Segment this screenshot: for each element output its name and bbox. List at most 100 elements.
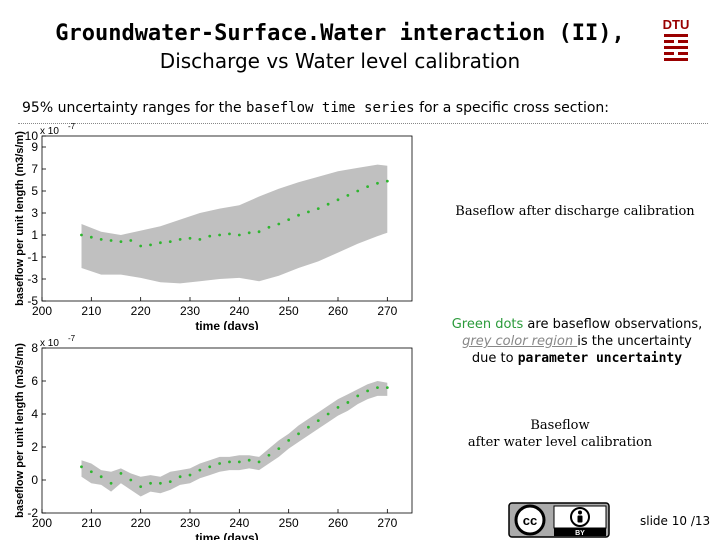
observation-dot bbox=[80, 233, 83, 237]
y-exponent-label: x 10 bbox=[40, 338, 59, 349]
observation-dot bbox=[218, 233, 222, 237]
observation-dot bbox=[307, 425, 310, 429]
legend-mid: are baseflow observations, bbox=[523, 317, 703, 332]
x-tick-label: 260 bbox=[328, 304, 348, 318]
x-tick-label: 230 bbox=[180, 516, 200, 530]
observation-dot bbox=[139, 485, 143, 488]
observation-dot bbox=[228, 232, 231, 236]
observation-dot bbox=[316, 419, 320, 422]
title-line-2: Discharge vs Water level calibration bbox=[159, 49, 521, 73]
observation-dot bbox=[80, 465, 83, 469]
slide-title: Groundwater-Surface.Water interaction (I… bbox=[30, 20, 650, 74]
observation-dot bbox=[119, 240, 123, 243]
observation-dot bbox=[326, 202, 330, 206]
observation-dot bbox=[356, 189, 360, 193]
observation-dot bbox=[237, 460, 241, 464]
legend-note: Green dots are baseflow observations, gr… bbox=[432, 316, 720, 367]
observation-dot bbox=[356, 394, 360, 398]
note-water-level-calibration: Baseflow after water level calibration bbox=[440, 417, 680, 451]
cc-icon-text: cc bbox=[523, 513, 537, 528]
observation-dot bbox=[247, 231, 251, 235]
observation-dot bbox=[336, 198, 340, 202]
y-exponent-power: -7 bbox=[68, 334, 76, 343]
x-tick-label: 200 bbox=[32, 304, 52, 318]
x-tick-label: 200 bbox=[32, 516, 52, 530]
observation-dot bbox=[385, 386, 389, 389]
cc-icon bbox=[514, 504, 546, 536]
title-line-1: Groundwater-Surface.Water interaction (I… bbox=[55, 21, 625, 46]
y-exponent-label: x 10 bbox=[40, 126, 59, 137]
y-tick-label: 2 bbox=[31, 440, 38, 454]
observation-dot bbox=[188, 236, 192, 240]
note-discharge-calibration: Baseflow after discharge calibration bbox=[455, 204, 695, 219]
x-axis-label: time (days) bbox=[195, 319, 258, 330]
legend-grey-region: grey color region bbox=[462, 334, 578, 349]
plot-frame bbox=[41, 135, 413, 302]
legend-end: is the uncertainty bbox=[577, 334, 692, 349]
observation-dot bbox=[257, 230, 261, 234]
y-tick-label: -2 bbox=[27, 506, 38, 520]
observation-dot bbox=[89, 235, 93, 239]
x-tick-label: 210 bbox=[81, 304, 101, 318]
observation-dot bbox=[287, 218, 291, 221]
x-tick-label: 270 bbox=[377, 516, 397, 530]
subtitle-bold: baseflow time series bbox=[246, 100, 415, 116]
uncertainty-band bbox=[81, 164, 388, 284]
x-tick-label: 220 bbox=[131, 516, 151, 530]
x-tick-label: 230 bbox=[180, 304, 200, 318]
dtu-logo-text: DTU bbox=[663, 17, 690, 32]
observation-dot bbox=[277, 447, 281, 451]
observation-dot bbox=[277, 222, 281, 226]
by-text: BY bbox=[575, 530, 585, 537]
x-tick-label: 240 bbox=[229, 516, 249, 530]
y-tick-label: -3 bbox=[27, 272, 38, 286]
y-axis-label: baseflow per unit length (m3/s/m) bbox=[14, 131, 26, 306]
dtu-logo: DTU bbox=[663, 17, 690, 61]
y-tick-label: 4 bbox=[31, 407, 38, 421]
x-tick-label: 270 bbox=[377, 304, 397, 318]
observation-dot bbox=[149, 243, 152, 247]
subtitle-post: for a specific cross section: bbox=[419, 100, 610, 116]
observation-dot bbox=[188, 473, 192, 477]
y-exponent-power: -7 bbox=[68, 122, 76, 131]
x-axis-label: time (days) bbox=[195, 531, 258, 540]
observation-dot bbox=[307, 210, 310, 214]
y-tick-label: 9 bbox=[31, 140, 38, 154]
observation-dot bbox=[297, 432, 300, 436]
observation-dot bbox=[257, 460, 261, 464]
y-tick-label: 0 bbox=[31, 473, 38, 487]
subtitle-pre: 95% uncertainty ranges for the bbox=[22, 100, 242, 116]
observation-dot bbox=[109, 239, 113, 242]
y-axis-label: baseflow per unit length (m3/s/m) bbox=[14, 343, 26, 518]
x-tick-label: 210 bbox=[81, 516, 101, 530]
observation-dot bbox=[129, 478, 133, 482]
y-tick-label: 6 bbox=[31, 374, 38, 388]
y-tick-label: 5 bbox=[31, 184, 38, 198]
legend-due-to: due to bbox=[471, 351, 518, 366]
y-tick-label: 7 bbox=[31, 162, 38, 176]
observation-dot bbox=[149, 481, 152, 485]
observation-dot bbox=[159, 481, 162, 485]
observation-dot bbox=[267, 453, 271, 457]
observation-dot bbox=[109, 481, 113, 485]
observation-dot bbox=[198, 468, 202, 472]
chart-water-level-calibration: 200 210 220 230 240 250 260 270 -2 0 2 4 6 8 x 10 -7 tim… bbox=[14, 334, 413, 540]
observation-dot bbox=[366, 389, 369, 393]
observation-dot bbox=[247, 458, 251, 462]
cc-by-license-badge[interactable]: cc BY bbox=[508, 502, 610, 538]
observation-dot bbox=[198, 238, 202, 241]
x-tick-label: 220 bbox=[131, 304, 151, 318]
x-tick-label: 240 bbox=[229, 304, 249, 318]
subtitle: 95% uncertainty ranges for the baseflow … bbox=[22, 100, 712, 116]
observation-dot bbox=[178, 238, 182, 241]
observation-dot bbox=[366, 185, 369, 188]
observation-dot bbox=[89, 470, 93, 474]
observation-dot bbox=[237, 233, 241, 237]
uncertainty-band bbox=[81, 381, 388, 497]
y-tick-label: -5 bbox=[27, 294, 38, 308]
x-tick-label: 260 bbox=[328, 516, 348, 530]
observation-dot bbox=[267, 225, 271, 229]
observation-dot bbox=[218, 462, 222, 465]
note-water-level-line2: after water level calibration bbox=[467, 435, 653, 450]
observation-dot bbox=[326, 412, 330, 416]
